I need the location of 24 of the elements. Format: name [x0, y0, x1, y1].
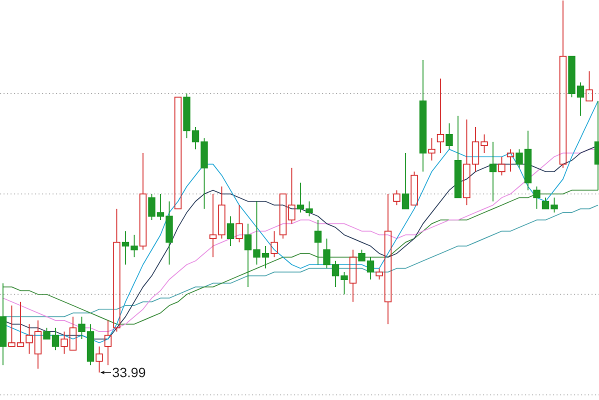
- candlestick: [498, 156, 506, 176]
- annotation: 33.99: [112, 368, 146, 378]
- candlestick: [454, 115, 462, 198]
- candlestick: [174, 96, 182, 210]
- candlestick: [236, 204, 243, 243]
- candlestick: [113, 208, 120, 332]
- candlestick: [436, 78, 444, 154]
- candlestick: [314, 220, 322, 266]
- candlestick: [428, 138, 436, 161]
- candlestick: [559, 0, 567, 168]
- candlestick: [226, 216, 234, 246]
- candlestick: [139, 152, 147, 250]
- candlestick: [586, 70, 593, 102]
- candlestick: [506, 148, 514, 172]
- candlestick: [349, 249, 357, 302]
- candlestick: [104, 320, 112, 366]
- candlestick: [0, 282, 7, 366]
- candlestick: [402, 152, 410, 210]
- candlestick: [96, 346, 103, 373]
- candlestick: [489, 141, 497, 202]
- candlestick: [419, 60, 427, 172]
- candlestick: [270, 230, 278, 258]
- candlestick: [446, 122, 453, 150]
- candlestick: [533, 186, 540, 210]
